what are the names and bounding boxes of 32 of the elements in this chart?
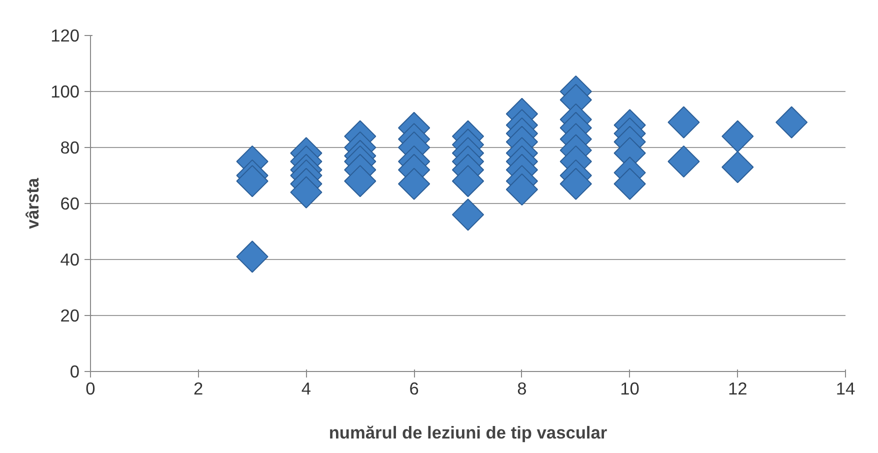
y-tick-label: 80 (60, 138, 80, 158)
x-tick-label: 6 (409, 378, 419, 398)
point (506, 173, 538, 206)
x-tick-label: 4 (301, 378, 312, 398)
y-tick-label: 60 (60, 194, 80, 214)
point (236, 165, 268, 198)
point (236, 240, 268, 273)
point (668, 145, 700, 178)
x-tick-label: 8 (517, 378, 527, 398)
y-tick-label: 0 (70, 362, 80, 382)
point (776, 106, 808, 138)
point (722, 120, 754, 152)
y-axis-title: vârsta (22, 178, 43, 230)
y-tick-label: 100 (50, 82, 80, 102)
point (452, 198, 484, 231)
y-tick-label: 20 (60, 306, 80, 326)
y-tick-label: 40 (60, 250, 80, 270)
point (560, 168, 592, 200)
point (668, 106, 700, 138)
point (722, 151, 754, 184)
point (452, 165, 484, 198)
x-tick-label: 12 (728, 378, 748, 398)
x-tick-label: 10 (620, 378, 640, 398)
x-tick-label: 0 (86, 378, 96, 398)
point (290, 176, 322, 208)
x-axis-title: numărul de leziuni de tip vascular (328, 422, 608, 442)
point (398, 168, 430, 200)
point (344, 165, 376, 198)
point (614, 168, 646, 200)
y-tick-label: 120 (50, 26, 80, 46)
x-tick-label: 2 (194, 378, 204, 398)
x-tick-label: 14 (836, 378, 856, 398)
